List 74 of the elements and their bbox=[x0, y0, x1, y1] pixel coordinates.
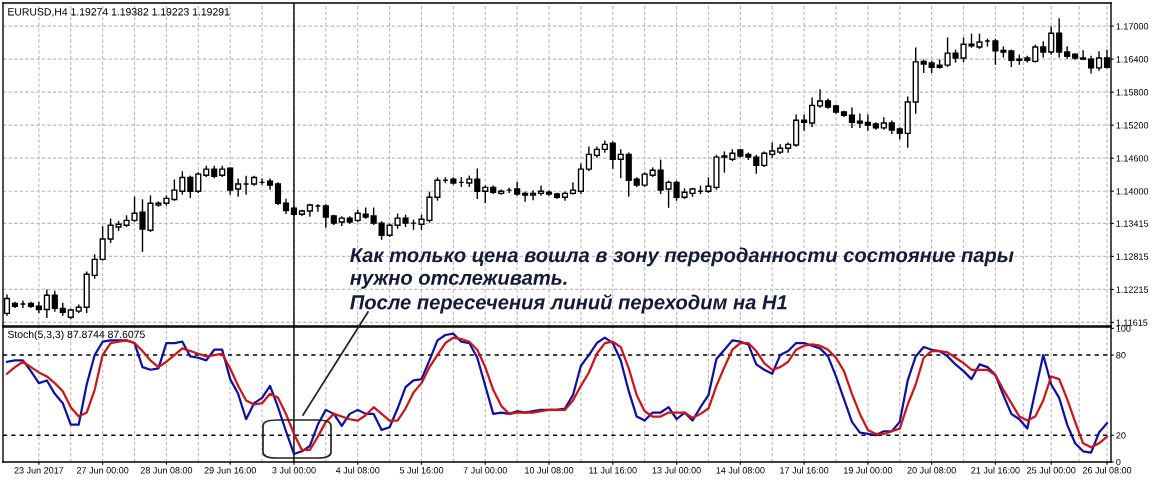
candlestick bbox=[1064, 46, 1071, 59]
x-tick-label: 3 Jul 00:00 bbox=[272, 466, 316, 474]
candlestick bbox=[601, 140, 608, 153]
candlestick bbox=[43, 289, 50, 318]
x-tick-label: 5 Jul 16:00 bbox=[399, 466, 444, 474]
candlestick bbox=[522, 191, 529, 202]
x-tick-label: 26 Jul 08:00 bbox=[1082, 466, 1132, 474]
candlestick bbox=[856, 113, 863, 129]
chart-title: Stoch(5,3,3) 87.8744 87.6075 bbox=[7, 330, 145, 341]
y-tick-label: 1.16400 bbox=[1116, 56, 1149, 63]
x-tick-label: 13 Jul 00:00 bbox=[652, 466, 701, 474]
candlestick bbox=[1080, 50, 1087, 60]
candlestick bbox=[577, 163, 585, 195]
candlestick bbox=[171, 179, 178, 201]
candlestick bbox=[609, 141, 616, 169]
candlestick bbox=[51, 290, 58, 312]
candlestick bbox=[474, 168, 481, 200]
x-tick-label: 17 Jul 16:00 bbox=[780, 466, 829, 474]
candlestick bbox=[569, 182, 577, 195]
candlestick bbox=[235, 178, 242, 197]
candlestick bbox=[529, 190, 537, 201]
x-tick-label: 7 Jul 00:00 bbox=[463, 466, 507, 474]
annotation: Как только цена вошла в зону перероданности состояние пары bbox=[350, 247, 1014, 267]
candlestick bbox=[1048, 26, 1055, 55]
candlestick bbox=[617, 149, 624, 179]
candlestick bbox=[864, 114, 871, 131]
x-tick-label: 20 Jul 08:00 bbox=[907, 466, 956, 474]
chart-title: EURUSD,H4 1.19274 1.19382 1.19223 1.19291 bbox=[8, 8, 230, 17]
candlestick bbox=[657, 159, 664, 195]
candlestick bbox=[545, 190, 553, 196]
x-tick-label: 21 Jul 16:00 bbox=[971, 466, 1020, 474]
candlestick bbox=[266, 178, 274, 190]
x-tick-label: 14 Jul 08:00 bbox=[716, 466, 765, 474]
y-tick-label: 1.13415 bbox=[1116, 220, 1149, 227]
candlestick bbox=[274, 182, 282, 206]
x-tick-label: 28 Jun 08:00 bbox=[140, 467, 193, 474]
candlestick bbox=[322, 204, 329, 228]
candlestick bbox=[777, 144, 784, 154]
candlestick bbox=[848, 107, 856, 129]
y-tick-label: 1.12215 bbox=[1116, 286, 1149, 293]
x-tick-label: 25 Jul 00:00 bbox=[1027, 466, 1076, 474]
annotation: После пересечения линий переходим на H1 bbox=[350, 294, 787, 314]
candlestick bbox=[91, 254, 98, 279]
x-tick-label: 27 Jun 00:00 bbox=[76, 467, 129, 474]
x-tick-label: 11 Jul 16:00 bbox=[589, 466, 637, 474]
candlestick bbox=[808, 97, 816, 127]
annotation: нужно отслеживать. bbox=[350, 273, 567, 289]
x-tick-label: 10 Jul 08:00 bbox=[525, 466, 574, 474]
y-tick-label: 80 bbox=[1116, 352, 1126, 359]
candlestick bbox=[816, 89, 824, 108]
candlestick bbox=[585, 146, 592, 171]
x-tick-label: 4 Jul 08:00 bbox=[335, 466, 380, 474]
y-tick-label: 1.12815 bbox=[1116, 253, 1149, 260]
candlestick bbox=[537, 185, 545, 196]
candlestick bbox=[1095, 51, 1103, 71]
y-tick-label: 20 bbox=[1116, 432, 1126, 439]
candlestick bbox=[179, 171, 186, 195]
y-tick-label: 1.14600 bbox=[1116, 155, 1149, 162]
x-tick-label: 23 Jun 2017 bbox=[14, 467, 64, 474]
candlestick bbox=[195, 172, 202, 193]
x-tick-label: 19 Jul 00:00 bbox=[843, 466, 893, 474]
y-tick-label: 0 bbox=[1116, 458, 1121, 466]
candlestick bbox=[187, 175, 194, 198]
y-tick-label: 1.11615 bbox=[1116, 319, 1148, 326]
candlestick bbox=[801, 114, 808, 131]
candlestick bbox=[99, 226, 106, 261]
y-tick-label: 100 bbox=[1116, 325, 1131, 332]
y-tick-label: 1.15200 bbox=[1116, 122, 1149, 129]
candlestick bbox=[227, 167, 234, 195]
y-tick-label: 1.17000 bbox=[1116, 23, 1149, 30]
y-tick-label: 1.14000 bbox=[1116, 188, 1149, 195]
x-tick-label: 29 Jun 16:00 bbox=[204, 467, 256, 474]
candlestick bbox=[1056, 18, 1063, 58]
y-tick-label: 1.15800 bbox=[1116, 89, 1149, 96]
